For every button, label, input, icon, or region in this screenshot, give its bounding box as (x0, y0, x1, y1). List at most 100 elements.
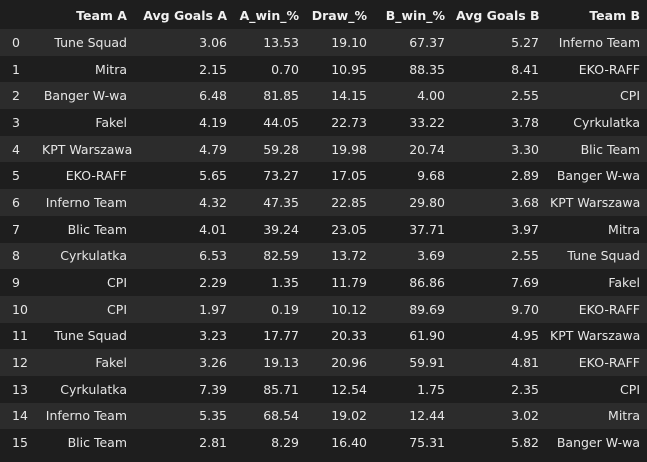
cell-index: 15 (12, 435, 28, 451)
cell-draw-pct: 23.05 (331, 221, 367, 237)
table-row: 0 Tune Squad 3.06 13.53 19.10 67.37 5.27 Infern… (0, 29, 647, 56)
cell-a-win-pct: 81.85 (263, 88, 299, 104)
table-row: 12 Fakel 3.26 19.13 20.96 59.91 4.81 EKO-RAFF (0, 349, 647, 376)
cell-avg-goals-a: 2.15 (199, 61, 227, 77)
cell-avg-goals-a: 4.19 (199, 114, 227, 130)
cell-b-win-pct: 20.74 (409, 141, 445, 157)
cell-b-win-pct: 9.68 (417, 168, 445, 184)
table-row: 13 Cyrkulatka 7.39 85.71 12.54 1.75 2.35 CPI (0, 375, 647, 403)
cell-avg-goals-a: 7.39 (199, 381, 227, 397)
cell-a-win-pct: 8.29 (271, 435, 299, 451)
cell-team-a: Fakel (95, 355, 127, 371)
header-row: Team A Avg Goals A A_win_% Draw_% B_win_% Avg… (0, 2, 647, 29)
column-header-index (0, 2, 38, 29)
table-body: 0 Tune Squad 3.06 13.53 19.10 67.37 5.27 Infern… (0, 29, 647, 456)
cell-avg-goals-a: 5.35 (199, 408, 227, 424)
cell-avg-goals-b: 4.95 (511, 328, 539, 344)
cell-team-b: Mitra (608, 408, 640, 424)
cell-team-a: Inferno Team (45, 194, 127, 210)
cell-index: 14 (12, 408, 28, 424)
table-row: 10 CPI 1.97 0.19 10.12 89.69 9.70 EKO-RAFF (0, 295, 647, 323)
cell-index: 6 (12, 194, 20, 210)
cell-team-b: KPT Warszawa (550, 328, 641, 344)
cell-b-win-pct: 33.22 (409, 114, 445, 130)
cell-b-win-pct: 86.86 (409, 275, 445, 291)
cell-avg-goals-a: 4.79 (199, 141, 227, 157)
cell-draw-pct: 10.95 (331, 61, 367, 77)
cell-a-win-pct: 13.53 (263, 34, 299, 50)
cell-team-a: CPI (107, 275, 127, 291)
column-header-avg-goals-b: Avg Goals B (456, 8, 540, 23)
cell-b-win-pct: 75.31 (409, 435, 445, 451)
cell-avg-goals-a: 6.48 (199, 88, 227, 104)
cell-a-win-pct: 44.05 (263, 114, 299, 130)
cell-avg-goals-a: 1.97 (199, 301, 227, 317)
column-header-a-win-pct: A_win_% (239, 8, 299, 23)
cell-team-b: Banger W-wa (556, 435, 640, 451)
column-header-avg-goals-a: Avg Goals A (143, 8, 227, 23)
column-header-team-a: Team A (76, 8, 127, 23)
cell-team-b: KPT Warszawa (550, 194, 641, 210)
cell-draw-pct: 17.05 (331, 168, 367, 184)
cell-a-win-pct: 0.70 (271, 61, 299, 77)
cell-draw-pct: 12.54 (331, 381, 367, 397)
cell-avg-goals-a: 2.29 (199, 275, 227, 291)
cell-a-win-pct: 47.35 (263, 194, 299, 210)
cell-avg-goals-b: 2.55 (511, 248, 539, 264)
cell-team-b: Fakel (608, 275, 640, 291)
cell-team-b: Blic Team (580, 141, 640, 157)
cell-avg-goals-a: 3.26 (199, 355, 227, 371)
cell-index: 3 (12, 114, 20, 130)
cell-index: 12 (12, 355, 28, 371)
cell-team-a: Fakel (95, 114, 127, 130)
cell-team-b: EKO-RAFF (578, 61, 640, 77)
cell-b-win-pct: 61.90 (409, 328, 445, 344)
cell-index: 5 (12, 168, 20, 184)
cell-avg-goals-a: 5.65 (199, 168, 227, 184)
cell-draw-pct: 19.10 (331, 34, 367, 50)
cell-team-b: Tune Squad (567, 248, 640, 264)
column-header-draw-pct: Draw_% (311, 8, 367, 23)
cell-b-win-pct: 1.75 (417, 381, 445, 397)
cell-a-win-pct: 59.28 (263, 141, 299, 157)
cell-avg-goals-a: 6.53 (199, 248, 227, 264)
cell-a-win-pct: 85.71 (263, 381, 299, 397)
cell-team-a: Blic Team (67, 435, 127, 451)
cell-team-a: KPT Warszawa (42, 141, 133, 157)
cell-team-a: Tune Squad (54, 328, 127, 344)
cell-team-a: Tune Squad (54, 34, 127, 50)
cell-avg-goals-a: 4.32 (199, 194, 227, 210)
cell-draw-pct: 13.72 (331, 248, 367, 264)
cell-a-win-pct: 68.54 (263, 408, 299, 424)
cell-avg-goals-a: 3.06 (199, 34, 227, 50)
cell-index: 11 (12, 328, 28, 344)
cell-team-b: EKO-RAFF (578, 355, 640, 371)
cell-a-win-pct: 73.27 (263, 168, 299, 184)
table-row: 4 KPT Warszawa 4.79 59.28 19.98 20.74 3.30 Blic… (0, 135, 647, 163)
cell-team-a: Blic Team (67, 221, 127, 237)
cell-draw-pct: 22.73 (331, 114, 367, 130)
cell-avg-goals-b: 2.89 (511, 168, 539, 184)
column-header-b-win-pct: B_win_% (385, 8, 445, 23)
cell-index: 8 (12, 248, 20, 264)
cell-avg-goals-a: 2.81 (199, 435, 227, 451)
cell-avg-goals-b: 3.97 (511, 221, 539, 237)
cell-avg-goals-b: 4.81 (511, 355, 539, 371)
cell-index: 9 (12, 275, 20, 291)
table-row: 6 Inferno Team 4.32 47.35 22.85 29.80 3.68 KPT … (0, 189, 647, 216)
cell-team-b: Banger W-wa (556, 168, 640, 184)
cell-team-a: CPI (107, 301, 127, 317)
cell-b-win-pct: 4.00 (417, 88, 445, 104)
table-row: 14 Inferno Team 5.35 68.54 19.02 12.44 3.02 Mit… (0, 402, 647, 430)
cell-b-win-pct: 67.37 (409, 34, 445, 50)
cell-team-b: Inferno Team (558, 34, 640, 50)
cell-index: 10 (12, 301, 28, 317)
cell-team-a: Banger W-wa (43, 88, 127, 104)
cell-avg-goals-b: 3.68 (511, 194, 539, 210)
table-row: 5 EKO-RAFF 5.65 73.27 17.05 9.68 2.89 Banger W-… (0, 162, 647, 190)
cell-draw-pct: 20.33 (331, 328, 367, 344)
cell-index: 4 (12, 141, 20, 157)
cell-avg-goals-b: 3.02 (511, 408, 539, 424)
table-header: Team A Avg Goals A A_win_% Draw_% B_win_% Avg… (0, 2, 647, 29)
cell-avg-goals-b: 3.78 (511, 114, 539, 130)
